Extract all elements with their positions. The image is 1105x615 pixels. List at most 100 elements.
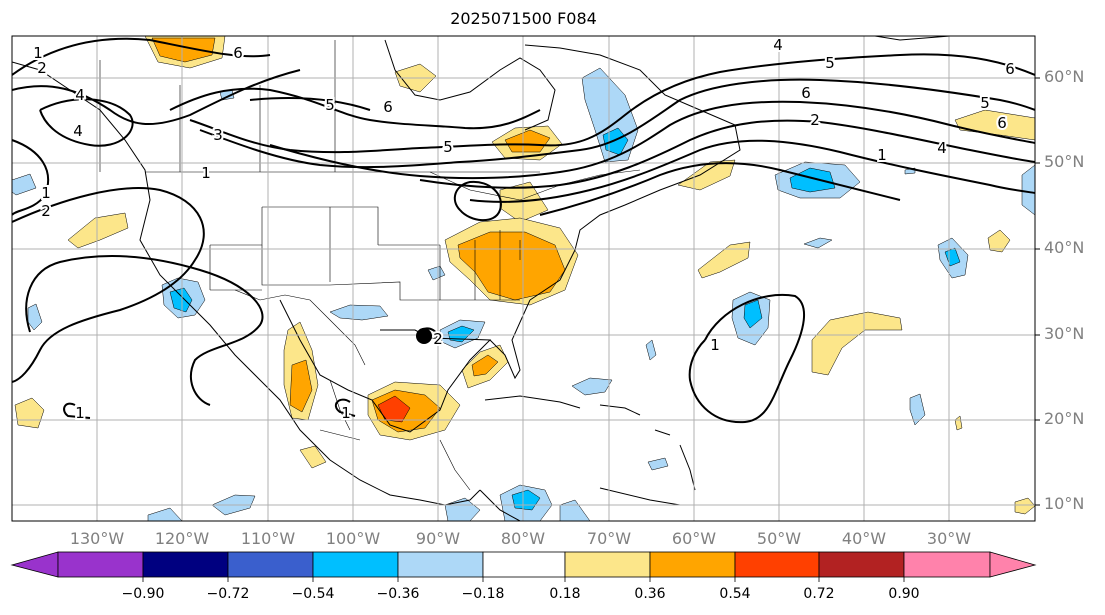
contour-label: 2 [810, 111, 820, 129]
lat-label: 50°N [1044, 152, 1085, 171]
coastline-caribbean [484, 395, 696, 506]
contour-line [539, 162, 901, 216]
political-boundaries [99, 40, 641, 491]
contour-label: 5 [325, 96, 335, 114]
lon-label: 130°W [69, 529, 125, 548]
colorbar-swatch [397, 551, 484, 578]
colorbar-swatch [818, 551, 905, 578]
contour-line [25, 255, 264, 406]
contour-line [39, 98, 134, 147]
colorbar-tick-label: 0.54 [719, 586, 751, 602]
contour-line [453, 180, 502, 222]
contour-line [419, 119, 1035, 189]
contour-label: 1 [75, 404, 85, 422]
contour-label: 2 [37, 59, 47, 77]
colorbar-swatch [227, 551, 314, 578]
contour-label: 1 [341, 404, 351, 422]
shade-negative [329, 304, 389, 321]
contour-label: 4 [773, 36, 783, 54]
colorbar-tick-label: 0.72 [803, 586, 835, 602]
contour-line [63, 402, 91, 419]
lon-label: 70°W [586, 529, 632, 548]
contour-label: 5 [443, 138, 453, 156]
contour-label: 2 [41, 202, 51, 220]
shade-positive-strong [457, 231, 566, 301]
colorbar-swatch [649, 551, 736, 578]
colorbar-tick-label: −0.54 [291, 586, 335, 602]
shade-positive-strong [289, 359, 313, 413]
contour-label: 4 [75, 86, 85, 104]
lon-label: 40°W [841, 529, 887, 548]
shade-positive [67, 212, 129, 249]
contour-label: 3 [213, 126, 223, 144]
colorbar-swatch [57, 551, 144, 578]
contour-label: 6 [801, 84, 811, 102]
map-title: 2025071500 F084 [450, 9, 597, 28]
shade-positive-strong [471, 354, 499, 377]
contour-label-group: 1 2 4 6 5 3 1 6 5 4 4 5 6 2 1 6 4 5 6 1 … [31, 36, 1017, 424]
shade-negative [427, 265, 446, 281]
contour-label: 4 [73, 122, 83, 140]
coastline-gulf [279, 299, 492, 433]
coastline-greenland [874, 36, 951, 41]
contour-label: 2 [433, 330, 443, 348]
colorbar-tick-label: −0.72 [206, 586, 250, 602]
coastline-north-america [12, 61, 481, 506]
colorbar-swatch [10, 551, 59, 578]
lon-label: 60°W [671, 529, 717, 548]
lon-label: 80°W [500, 529, 546, 548]
location-marker [416, 328, 432, 344]
colorbar-swatch [312, 551, 399, 578]
contour-label: 1 [33, 44, 43, 62]
shade-negative-strong [789, 167, 836, 193]
contour-label: 6 [1005, 60, 1015, 78]
contour-line [269, 100, 1035, 180]
shade-negative [647, 457, 669, 471]
shade-positive [811, 311, 903, 376]
lon-label: 90°W [415, 529, 461, 548]
colorbar-tick-label: 0.36 [634, 586, 666, 602]
shade-positive [697, 241, 751, 279]
colorbar-ticks [142, 577, 905, 582]
lon-label: 100°W [325, 529, 381, 548]
contour-line [249, 97, 371, 111]
shade-negative [571, 377, 613, 396]
shade-positive-max [377, 395, 411, 423]
lon-label: 110°W [240, 529, 296, 548]
colorbar-tick-label: −0.90 [121, 586, 165, 602]
colorbar-swatch [989, 551, 1037, 578]
colorbar-swatch [142, 551, 229, 578]
shaded-anomaly-fields [12, 36, 1035, 521]
coastline-florida [489, 299, 531, 380]
shade-positive [954, 109, 1035, 141]
shade-negative [12, 173, 37, 196]
colorbar-tick-label: −0.18 [461, 586, 505, 602]
lon-label: 30°W [926, 529, 972, 548]
shade-positive [299, 445, 327, 469]
coastline-central-america [479, 489, 521, 521]
shade-negative [1021, 164, 1035, 216]
shade-negative [803, 237, 833, 249]
lat-label: 30°N [1044, 324, 1085, 343]
colorbar-swatch [564, 551, 651, 578]
contour-label: 1 [710, 336, 720, 354]
contour-line [189, 53, 1035, 154]
contour-label: 6 [233, 44, 243, 62]
colorbar-tick-label: 0.18 [549, 586, 581, 602]
colorbar-swatch [734, 551, 820, 578]
contour-line [12, 187, 205, 383]
shade-negative-strong [743, 299, 763, 329]
colorbar-tick-label: 0.90 [888, 586, 920, 602]
contour-lines [12, 37, 1035, 424]
shade-positive [677, 159, 736, 191]
contour-label: 1 [201, 164, 211, 182]
lat-label: 40°N [1044, 238, 1085, 257]
colorbar-swatch [482, 551, 566, 578]
contour-line [12, 139, 50, 216]
colorbar-tick-label: −0.36 [376, 586, 420, 602]
contour-label: 6 [383, 98, 393, 116]
shade-negative [559, 499, 591, 521]
contour-label: 1 [41, 184, 51, 202]
lon-label: 120°W [154, 529, 210, 548]
